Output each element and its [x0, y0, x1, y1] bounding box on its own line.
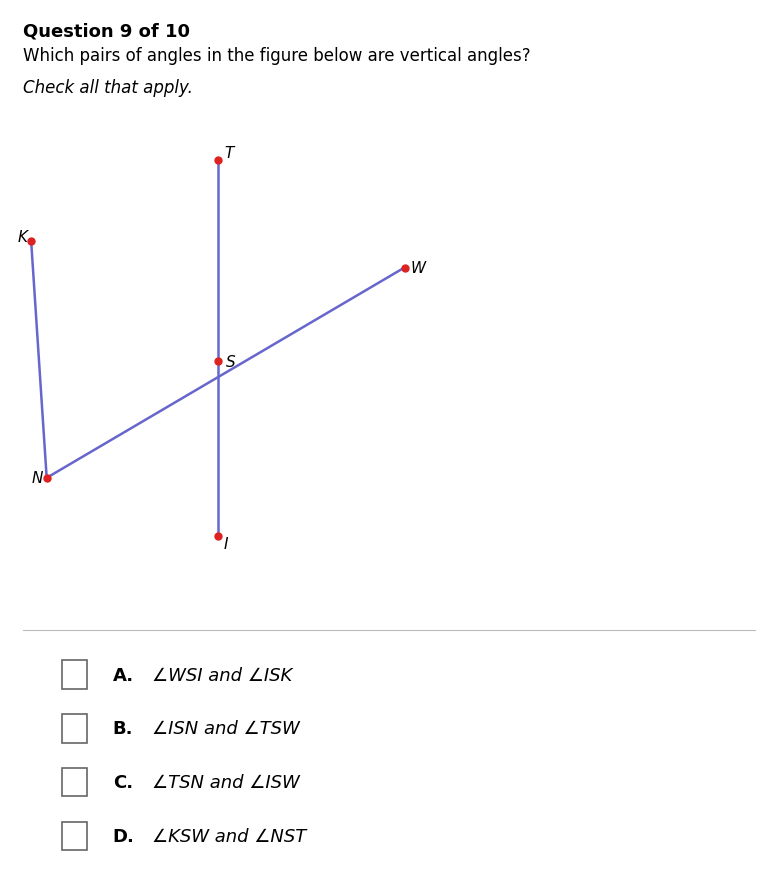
Text: C.: C. [113, 773, 133, 791]
Text: ∠KSW and ∠NST: ∠KSW and ∠NST [152, 827, 306, 845]
Text: ∠WSI and ∠ISK: ∠WSI and ∠ISK [152, 666, 292, 684]
Text: I: I [224, 536, 229, 552]
Text: A.: A. [113, 666, 134, 684]
Bar [62, 661, 87, 689]
Text: ∠TSN and ∠ISW: ∠TSN and ∠ISW [152, 773, 300, 791]
Text: S: S [226, 355, 235, 369]
Text: D.: D. [113, 827, 135, 845]
Text: Which pairs of angles in the figure below are vertical angles?: Which pairs of angles in the figure belo… [23, 46, 531, 64]
Text: T: T [224, 146, 233, 161]
Text: Question 9 of 10: Question 9 of 10 [23, 22, 191, 40]
Text: N: N [31, 471, 43, 485]
Text: W: W [411, 261, 426, 275]
Bar [62, 768, 87, 797]
Bar [62, 714, 87, 743]
Bar [62, 822, 87, 850]
Text: K: K [17, 230, 27, 244]
Text: Check all that apply.: Check all that apply. [23, 79, 193, 97]
Text: ∠ISN and ∠TSW: ∠ISN and ∠TSW [152, 720, 300, 738]
Text: B.: B. [113, 720, 133, 738]
